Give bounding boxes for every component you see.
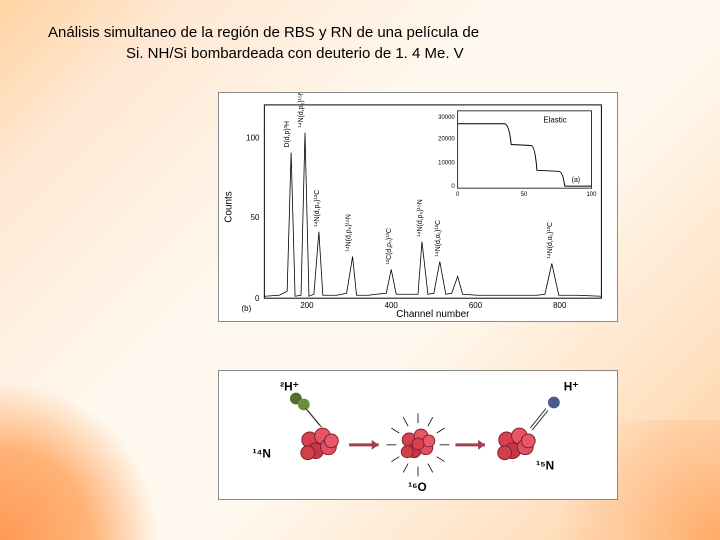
svg-text:¹⁴N(d,p₀)¹²C: ¹⁴N(d,p₀)¹²C <box>314 190 321 227</box>
svg-text:²H⁺: ²H⁺ <box>280 380 299 394</box>
svg-text:100: 100 <box>587 192 598 198</box>
inset-label: Elastic <box>543 116 566 125</box>
title-line-2: Si. NH/Si bombardeada con deuterio de 1.… <box>48 43 690 64</box>
svg-text:¹⁴N(d,p₆)¹⁵N: ¹⁴N(d,p₆)¹⁵N <box>346 214 353 251</box>
svg-text:¹⁴N(d,p₀)¹⁵N: ¹⁴N(d,p₀)¹⁵N <box>417 199 424 237</box>
y-axis-label: Counts <box>224 191 235 222</box>
svg-text:50: 50 <box>521 192 528 198</box>
incoming-particle: ²H⁺ <box>280 380 321 427</box>
outgoing-particle: H⁺ <box>530 380 578 430</box>
svg-text:D(d,p)³H: D(d,p)³H <box>284 121 291 148</box>
svg-text:10000: 10000 <box>438 160 455 166</box>
slide-title: Análisis simultaneo de la región de RBS … <box>48 22 690 64</box>
svg-text:¹⁴N(d,α₁)¹²C: ¹⁴N(d,α₁)¹²C <box>435 220 442 257</box>
svg-text:0: 0 <box>451 184 455 190</box>
svg-text:H⁺: H⁺ <box>564 380 579 394</box>
x-axis-label: Channel number <box>396 309 470 320</box>
panel-label-a: (a) <box>572 177 580 184</box>
svg-text:50: 50 <box>251 213 260 222</box>
svg-text:200: 200 <box>300 301 314 310</box>
svg-text:800: 800 <box>553 301 567 310</box>
reaction-diagram: ²H⁺ ¹⁴N <box>218 370 618 500</box>
svg-text:20000: 20000 <box>438 137 455 143</box>
compound-nucleus: ¹⁶O <box>386 413 449 494</box>
title-line-1: Análisis simultaneo de la región de RBS … <box>48 22 690 43</box>
svg-text:400: 400 <box>385 301 399 310</box>
svg-text:¹⁵N: ¹⁵N <box>536 458 554 472</box>
svg-text:¹⁴N(d,α₁)¹²C: ¹⁴N(d,α₁)¹²C <box>547 222 554 259</box>
inset-plot: Elastic (a) 0 10000 20000 30000 0 50 100 <box>438 111 597 198</box>
target-nucleus: ¹⁴N <box>253 428 339 461</box>
svg-text:¹⁶O: ¹⁶O <box>408 480 427 494</box>
svg-text:30000: 30000 <box>438 115 455 121</box>
spectrum-chart: Counts Channel number 0 50 100 200 400 6… <box>218 92 618 322</box>
svg-text:¹⁴N: ¹⁴N <box>253 447 271 461</box>
svg-text:0: 0 <box>456 192 460 198</box>
svg-text:¹²C(d,p₀)¹³C: ¹²C(d,p₀)¹³C <box>386 228 393 264</box>
panel-label-b: (b) <box>242 304 252 313</box>
product-nucleus: ¹⁵N <box>498 428 554 472</box>
svg-text:600: 600 <box>469 301 483 310</box>
svg-text:¹⁴N(d,p₀)¹⁵N: ¹⁴N(d,p₀)¹⁵N <box>298 93 305 128</box>
svg-text:100: 100 <box>246 134 260 143</box>
svg-text:0: 0 <box>255 294 260 303</box>
